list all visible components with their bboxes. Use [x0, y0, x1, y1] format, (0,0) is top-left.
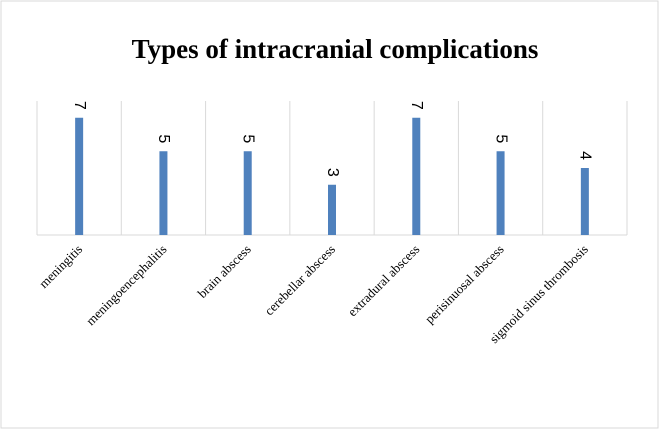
data-label: 5	[492, 134, 509, 143]
bar	[243, 151, 252, 235]
data-label: 7	[71, 101, 88, 110]
bar	[496, 151, 505, 235]
bar	[580, 168, 589, 235]
bar	[75, 117, 84, 235]
data-label: 7	[408, 101, 425, 110]
data-label: 4	[577, 151, 594, 160]
chart-title: Types of intracranial complications	[132, 34, 539, 64]
data-label: 5	[155, 134, 172, 143]
bar	[159, 151, 168, 235]
bar	[412, 117, 421, 235]
bar	[328, 184, 336, 235]
data-label: 3	[324, 168, 341, 177]
data-label: 5	[239, 134, 256, 143]
